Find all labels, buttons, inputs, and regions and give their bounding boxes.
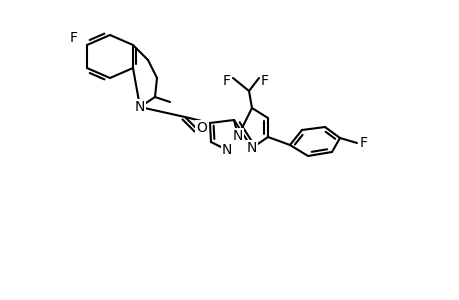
Text: O: O: [196, 121, 207, 135]
Text: N: N: [246, 141, 257, 155]
Text: F: F: [260, 74, 269, 88]
Text: N: N: [221, 143, 232, 157]
Text: N: N: [134, 100, 145, 114]
Text: F: F: [223, 74, 230, 88]
Text: F: F: [359, 136, 367, 150]
Text: F: F: [70, 31, 78, 45]
Text: N: N: [232, 129, 243, 143]
